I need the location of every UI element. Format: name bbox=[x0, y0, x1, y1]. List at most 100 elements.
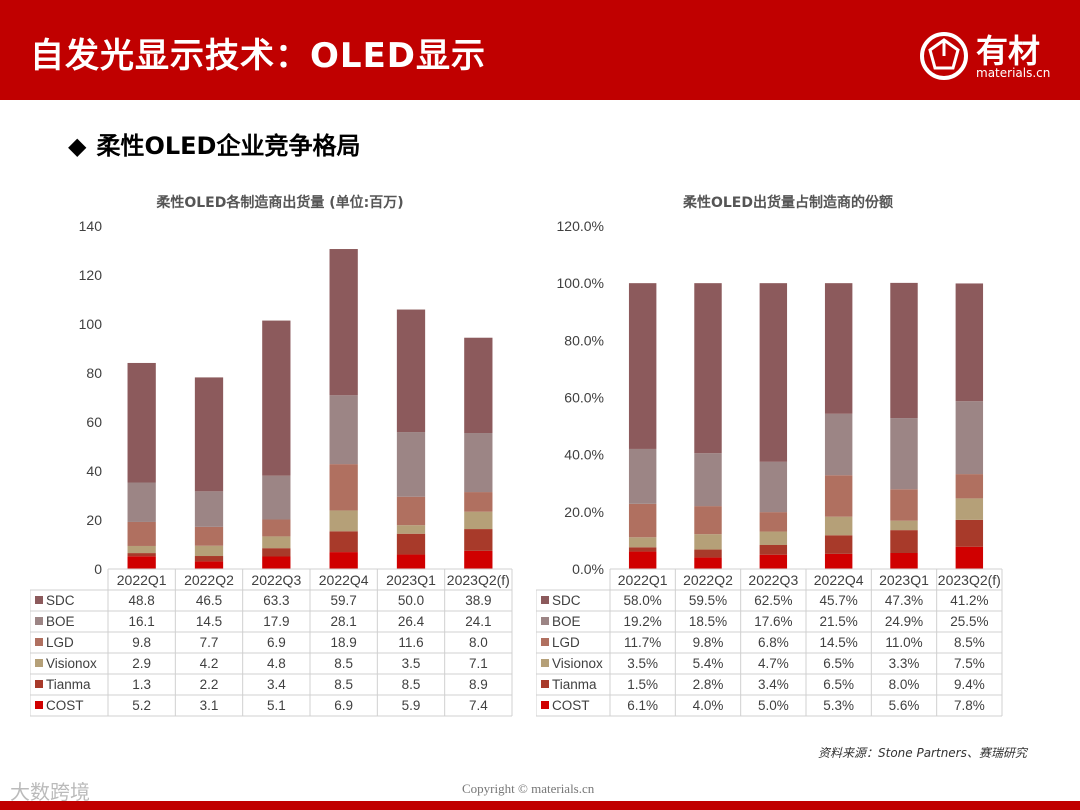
legend-label-sdc: SDC bbox=[552, 593, 581, 608]
bar-segment-sdc bbox=[694, 283, 722, 454]
bar-segment-cost bbox=[329, 552, 358, 569]
table-cell-value: 11.6 bbox=[398, 635, 423, 650]
table-cell-value: 16.1 bbox=[129, 614, 155, 629]
bar-segment-boe bbox=[127, 482, 156, 522]
bar-segment-lgd bbox=[890, 489, 918, 521]
y-tick-label: 120 bbox=[79, 267, 103, 283]
bar-segment-boe bbox=[694, 453, 722, 507]
legend-label-boe: BOE bbox=[46, 614, 75, 629]
table-cell-value: 4.2 bbox=[200, 656, 219, 671]
table-cell-value: 6.8% bbox=[758, 635, 789, 650]
table-cell-value: 5.0% bbox=[758, 698, 789, 713]
table-cell-value: 3.1 bbox=[200, 698, 219, 713]
x-category-label: 2022Q3 bbox=[748, 572, 798, 588]
legend-label-lgd: LGD bbox=[552, 635, 580, 650]
source-note: 资料来源：Stone Partners、赛瑞研究 bbox=[818, 746, 1027, 760]
bar-segment-sdc bbox=[824, 283, 853, 414]
legend-swatch-cost bbox=[35, 701, 43, 709]
bar-segment-cost bbox=[262, 556, 291, 569]
table-cell-value: 8.5% bbox=[954, 635, 985, 650]
bar-segment-cost bbox=[464, 550, 493, 569]
table-cell-value: 18.9 bbox=[331, 635, 357, 650]
bar-segment-lgd bbox=[396, 496, 426, 526]
bar-segment-tianma bbox=[824, 535, 853, 554]
table-cell-value: 7.4 bbox=[469, 698, 488, 713]
bar-segment-tianma bbox=[759, 544, 788, 555]
table-cell-value: 11.0% bbox=[885, 635, 922, 650]
page-title: 自发光显示技术：OLED显示 bbox=[30, 36, 487, 76]
x-category-label: 2023Q2(f) bbox=[938, 572, 1001, 588]
x-category-label: 2022Q2 bbox=[184, 572, 234, 588]
bar-segment-lgd bbox=[628, 503, 657, 538]
bar-segment-cost bbox=[127, 556, 156, 569]
chart-2-title: 柔性OLED出货量占制造商的份额 bbox=[682, 195, 893, 211]
bar-segment-visionox bbox=[955, 498, 984, 520]
y-tick-label: 80.0% bbox=[564, 332, 604, 348]
section-heading: ◆ 柔性OLED企业竞争格局 bbox=[68, 126, 360, 161]
x-category-label: 2022Q4 bbox=[319, 572, 369, 588]
bar-segment-cost bbox=[694, 557, 722, 569]
bar-segment-lgd bbox=[194, 526, 224, 546]
table-cell-value: 59.7 bbox=[331, 593, 357, 608]
y-tick-label: 40 bbox=[86, 463, 102, 479]
legend-label-cost: COST bbox=[552, 698, 590, 713]
bar-segment-boe bbox=[824, 413, 853, 476]
legend-swatch-cost bbox=[541, 701, 549, 709]
bar-segment-boe bbox=[396, 432, 426, 497]
bar-segment-boe bbox=[262, 475, 291, 520]
bar-segment-sdc bbox=[955, 283, 984, 402]
legend-swatch-sdc bbox=[541, 596, 549, 604]
legend-swatch-visionox bbox=[35, 659, 43, 667]
bar-segment-boe bbox=[890, 418, 918, 490]
bar-segment-lgd bbox=[955, 474, 984, 499]
table-cell-value: 59.5% bbox=[689, 593, 727, 608]
y-tick-label: 0.0% bbox=[572, 561, 604, 577]
legend-swatch-visionox bbox=[541, 659, 549, 667]
legend-swatch-boe bbox=[541, 617, 549, 625]
legend-swatch-lgd bbox=[35, 638, 43, 646]
table-cell-value: 47.3% bbox=[885, 593, 923, 608]
table-cell-value: 62.5% bbox=[754, 593, 792, 608]
table-cell-value: 9.8 bbox=[132, 635, 151, 650]
shipment-share-chart: 0.0% 20.0% 40.0% 60.0% 80.0% 100.0% 120.0% 2022… bbox=[536, 218, 1003, 717]
bar-segment-boe bbox=[955, 401, 984, 475]
table-cell-value: 24.9% bbox=[885, 614, 923, 629]
table-cell-value: 5.6% bbox=[889, 698, 920, 713]
bar-segment-tianma bbox=[329, 531, 358, 553]
bar-segment-boe bbox=[194, 491, 224, 527]
bar-segment-boe bbox=[628, 448, 657, 504]
bar-segment-visionox bbox=[890, 520, 918, 531]
bar-segment-tianma bbox=[464, 529, 493, 551]
bar-segment-visionox bbox=[127, 545, 156, 554]
bar-segment-visionox bbox=[824, 516, 853, 536]
table-cell-value: 8.0 bbox=[469, 635, 488, 650]
table-cell-value: 4.0% bbox=[693, 698, 724, 713]
table-cell-value: 14.5% bbox=[820, 635, 858, 650]
table-cell-value: 8.9 bbox=[469, 677, 488, 692]
table-cell-value: 8.5 bbox=[334, 656, 353, 671]
legend-label-sdc: SDC bbox=[46, 593, 75, 608]
x-category-label: 2022Q4 bbox=[814, 572, 864, 588]
y-tick-label: 120.0% bbox=[557, 218, 604, 234]
y-tick-label: 20.0% bbox=[564, 504, 604, 520]
y-tick-label: 80 bbox=[86, 365, 102, 381]
table-cell-value: 2.2 bbox=[200, 677, 219, 692]
table-cell-value: 2.8% bbox=[693, 677, 724, 692]
table-cell-value: 50.0 bbox=[398, 593, 424, 608]
bar-segment-sdc bbox=[194, 377, 224, 492]
table-cell-value: 46.5 bbox=[196, 593, 222, 608]
bar-segment-cost bbox=[194, 561, 224, 569]
legend-label-visionox: Visionox bbox=[552, 656, 603, 671]
bar-segment-lgd bbox=[127, 521, 156, 546]
legend-label-lgd: LGD bbox=[46, 635, 74, 650]
bar-segment-sdc bbox=[262, 320, 291, 476]
table-cell-value: 19.2% bbox=[624, 614, 662, 629]
bar-segment-tianma bbox=[890, 530, 918, 553]
bar-segment-tianma bbox=[396, 533, 426, 555]
bar-segment-lgd bbox=[759, 512, 788, 532]
bar-segment-cost bbox=[759, 554, 788, 569]
table-cell-value: 5.3% bbox=[823, 698, 854, 713]
legend-swatch-tianma bbox=[35, 680, 43, 688]
bar-segment-sdc bbox=[127, 362, 156, 483]
bar-segment-cost bbox=[396, 554, 426, 569]
